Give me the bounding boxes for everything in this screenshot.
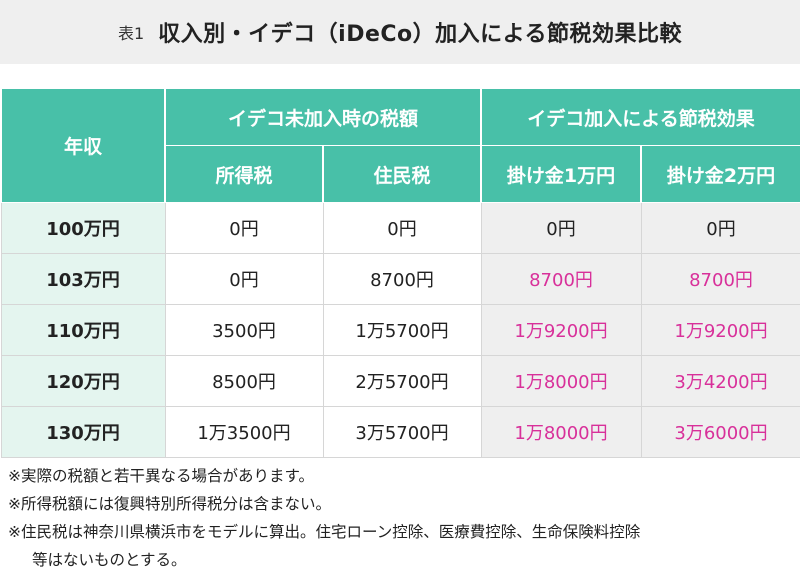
resident-tax-cell: 2万5700円 xyxy=(322,355,482,407)
resident-tax-cell: 0円 xyxy=(322,202,482,254)
income-cell: 100万円 xyxy=(0,202,166,254)
tax-comparison-table: 年収 イデコ未加入時の税額 イデコ加入による節税効果 所得税 住民税 掛け金1万… xyxy=(0,88,800,458)
footnote-continuation: 等はないものとする。 xyxy=(32,551,187,569)
effect-1man-cell: 1万8000円 xyxy=(480,406,642,458)
resident-tax-cell: 1万5700円 xyxy=(322,304,482,356)
income-cell: 103万円 xyxy=(0,253,166,305)
table-row: 103万円 0円 8700円 8700円 8700円 xyxy=(0,253,800,305)
table-row: 130万円 1万3500円 3万5700円 1万8000円 3万6000円 xyxy=(0,406,800,458)
table-row: 120万円 8500円 2万5700円 1万8000円 3万4200円 xyxy=(0,355,800,407)
footnote: ※所得税額には復興特別所得税分は含まない。 xyxy=(8,495,331,513)
income-cell: 110万円 xyxy=(0,304,166,356)
income-tax-cell: 8500円 xyxy=(164,355,324,407)
header-income: 年収 xyxy=(0,88,166,203)
header-group-before: イデコ未加入時の税額 xyxy=(163,88,483,146)
header-effect-1man: 掛け金1万円 xyxy=(480,145,643,203)
income-cell: 120万円 xyxy=(0,355,166,407)
effect-2man-cell: 3万6000円 xyxy=(640,406,800,458)
effect-1man-cell: 8700円 xyxy=(480,253,642,305)
income-tax-cell: 0円 xyxy=(164,202,324,254)
effect-2man-cell: 3万4200円 xyxy=(640,355,800,407)
page-title: 収入別・イデコ（iDeCo）加入による節税効果比較 xyxy=(158,22,682,47)
table-row: 100万円 0円 0円 0円 0円 xyxy=(0,202,800,254)
header-resident-tax: 住民税 xyxy=(321,145,483,203)
effect-1man-cell: 1万8000円 xyxy=(480,355,642,407)
effect-1man-cell: 1万9200円 xyxy=(480,304,642,356)
title-band: 表1 収入別・イデコ（iDeCo）加入による節税効果比較 xyxy=(0,0,800,64)
income-tax-cell: 1万3500円 xyxy=(164,406,324,458)
header-group-after: イデコ加入による節税効果 xyxy=(480,88,800,146)
footnote: ※実際の税額と若干異なる場合があります。 xyxy=(8,467,314,485)
resident-tax-cell: 3万5700円 xyxy=(322,406,482,458)
header-row-groups: 年収 イデコ未加入時の税額 イデコ加入による節税効果 xyxy=(0,88,800,203)
income-tax-cell: 3500円 xyxy=(164,304,324,356)
effect-2man-cell: 1万9200円 xyxy=(640,304,800,356)
income-cell: 130万円 xyxy=(0,406,166,458)
footnotes: ※実際の税額と若干異なる場合があります。 ※所得税額には復興特別所得税分は含まな… xyxy=(8,462,798,574)
resident-tax-cell: 8700円 xyxy=(322,253,482,305)
header-row-columns: 所得税 住民税 掛け金1万円 掛け金2万円 xyxy=(1,145,800,203)
table-number: 表1 xyxy=(117,24,145,43)
effect-2man-cell: 8700円 xyxy=(640,253,800,305)
footnote: ※住民税は神奈川県横浜市をモデルに算出。住宅ローン控除、医療費控除、生命保険料控… xyxy=(8,523,641,541)
header-income-tax: 所得税 xyxy=(164,145,324,203)
income-tax-cell: 0円 xyxy=(164,253,324,305)
table-row: 110万円 3500円 1万5700円 1万9200円 1万9200円 xyxy=(0,304,800,356)
table-body: 100万円 0円 0円 0円 0円 103万円 0円 8700円 8700円 8… xyxy=(0,202,800,458)
effect-2man-cell: 0円 xyxy=(640,202,800,254)
effect-1man-cell: 0円 xyxy=(480,202,642,254)
header-effect-2man: 掛け金2万円 xyxy=(640,145,800,203)
